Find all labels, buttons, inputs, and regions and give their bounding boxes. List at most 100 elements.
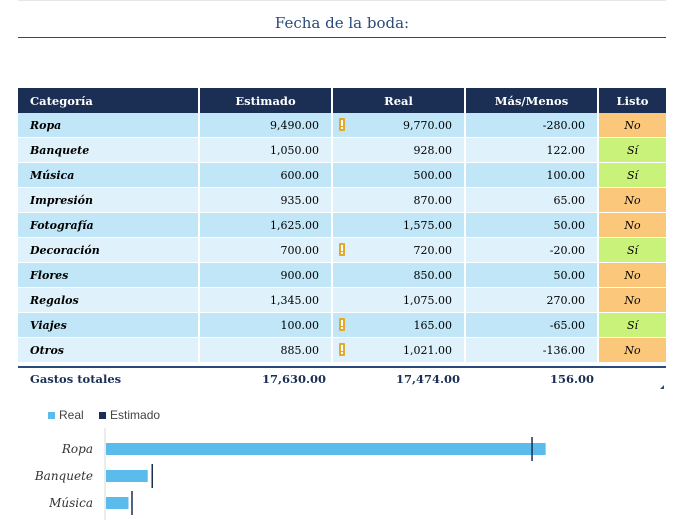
cell-estimado[interactable]: 935.00: [199, 187, 333, 213]
cell-categoria[interactable]: Ropa: [18, 113, 200, 138]
cell-categoria[interactable]: Regalos: [18, 287, 200, 313]
cell-listo[interactable]: No: [598, 187, 666, 213]
cell-real[interactable]: 1,575.00: [332, 212, 466, 238]
column-header-estimado[interactable]: Estimado: [199, 88, 333, 113]
column-header-mas-menos[interactable]: Más/Menos: [465, 88, 599, 113]
cell-listo-text: No: [624, 193, 641, 207]
cell-listo-text: No: [624, 118, 641, 132]
cell-real[interactable]: 1,075.00: [332, 287, 466, 313]
bar-real[interactable]: [106, 443, 546, 455]
cell-estimado[interactable]: 1,625.00: [199, 212, 333, 238]
cell-real[interactable]: 500.00: [332, 162, 466, 188]
cell-listo[interactable]: No: [598, 113, 666, 138]
cell-mas-menos[interactable]: 100.00: [465, 162, 599, 188]
cell-listo[interactable]: No: [598, 287, 666, 313]
cell-mas-menos[interactable]: -20.00: [465, 237, 599, 263]
cell-listo-text: No: [624, 293, 641, 307]
cell-estimado-text: 900.00: [280, 268, 320, 282]
cell-mas-menos[interactable]: 50.00: [465, 262, 599, 288]
totals-label[interactable]: Gastos totales: [30, 372, 122, 386]
cell-estimado[interactable]: 900.00: [199, 262, 333, 288]
cell-mas-menos[interactable]: -136.00: [465, 337, 599, 363]
cell-estimado[interactable]: 885.00: [199, 337, 333, 363]
column-header-real[interactable]: Real: [332, 88, 466, 113]
cell-listo[interactable]: No: [598, 262, 666, 288]
totals-mas-menos[interactable]: 156.00: [549, 372, 594, 386]
cell-real[interactable]: 928.00: [332, 137, 466, 163]
cell-real-text: 928.00: [413, 143, 453, 157]
cell-estimado[interactable]: 100.00: [199, 312, 333, 338]
totals-estimado[interactable]: 17,630.00: [261, 372, 326, 386]
wedding-date-label[interactable]: Fecha de la boda:: [274, 14, 410, 32]
totals-row: Gastos totales 17,630.00 17,474.00 156.0…: [18, 366, 666, 392]
cell-mas-menos-text: 122.00: [546, 143, 586, 157]
cell-mas-menos[interactable]: 270.00: [465, 287, 599, 313]
totals-real[interactable]: 17,474.00: [395, 372, 460, 386]
wedding-date-underline: [18, 37, 666, 38]
cell-estimado[interactable]: 700.00: [199, 237, 333, 263]
cell-categoria-text: Impresión: [30, 193, 93, 207]
cell-real[interactable]: 870.00: [332, 187, 466, 213]
cell-estimado-text: 885.00: [280, 343, 320, 357]
cell-categoria[interactable]: Impresión: [18, 187, 200, 213]
table-row: Decoración 700.00 720.00 -20.00 Sí: [18, 237, 666, 263]
cell-mas-menos[interactable]: 50.00: [465, 212, 599, 238]
cell-categoria[interactable]: Flores: [18, 262, 200, 288]
cell-mas-menos-text: -280.00: [542, 118, 585, 132]
column-header-listo[interactable]: Listo: [598, 88, 666, 113]
chart-legend: Real Estimado: [48, 408, 172, 422]
cell-mas-menos[interactable]: 65.00: [465, 187, 599, 213]
budget-bar-chart: Ropa Banquete Música: [34, 428, 546, 520]
legend-label-estimado: Estimado: [110, 408, 161, 422]
bar-real[interactable]: [106, 470, 148, 482]
cell-listo[interactable]: Sí: [598, 137, 666, 163]
cell-real[interactable]: 1,021.00: [332, 337, 466, 363]
cell-categoria[interactable]: Otros: [18, 337, 200, 363]
legend-swatch-estimado: [99, 412, 107, 419]
chart-category-label: Banquete: [34, 469, 93, 483]
cell-categoria[interactable]: Música: [18, 162, 200, 188]
cell-real-text: 850.00: [413, 268, 453, 282]
cell-estimado[interactable]: 1,050.00: [199, 137, 333, 163]
cell-categoria[interactable]: Viajes: [18, 312, 200, 338]
table-row: Regalos 1,345.00 1,075.00 270.00 No: [18, 287, 666, 313]
cell-estimado[interactable]: 1,345.00: [199, 287, 333, 313]
budget-table: Categoría Estimado Real Más/Menos Listo …: [18, 88, 666, 363]
cell-estimado[interactable]: 9,490.00: [199, 113, 333, 138]
cell-real-text: 9,770.00: [403, 118, 452, 132]
cell-real-text: 500.00: [413, 168, 453, 182]
cell-listo[interactable]: Sí: [598, 237, 666, 263]
cell-mas-menos[interactable]: -280.00: [465, 113, 599, 138]
cell-real[interactable]: 720.00: [332, 237, 466, 263]
cell-categoria[interactable]: Banquete: [18, 137, 200, 163]
cell-listo[interactable]: No: [598, 337, 666, 363]
cell-mas-menos[interactable]: 122.00: [465, 137, 599, 163]
cell-listo[interactable]: No: [598, 212, 666, 238]
warning-icon: [339, 343, 345, 356]
table-row: Música 600.00 500.00 100.00 Sí: [18, 162, 666, 188]
cell-listo[interactable]: Sí: [598, 312, 666, 338]
table-row: Otros 885.00 1,021.00 -136.00 No: [18, 337, 666, 363]
legend-item-estimado: Estimado: [99, 408, 160, 422]
legend-swatch-real: [48, 412, 55, 419]
table-resize-handle[interactable]: [660, 385, 664, 389]
cell-real[interactable]: 165.00: [332, 312, 466, 338]
cell-estimado-text: 935.00: [280, 193, 320, 207]
table-row: Ropa 9,490.00 9,770.00 -280.00 No: [18, 113, 666, 138]
bar-real[interactable]: [106, 497, 129, 509]
cell-listo[interactable]: Sí: [598, 162, 666, 188]
warning-icon: [339, 318, 345, 331]
cell-estimado-text: 1,345.00: [270, 293, 319, 307]
cell-mas-menos[interactable]: -65.00: [465, 312, 599, 338]
cell-real[interactable]: 850.00: [332, 262, 466, 288]
cell-real[interactable]: 9,770.00: [332, 113, 466, 138]
cell-categoria[interactable]: Fotografía: [18, 212, 200, 238]
table-row: Banquete 1,050.00 928.00 122.00 Sí: [18, 137, 666, 163]
warning-icon: [339, 118, 345, 131]
column-header-categoria[interactable]: Categoría: [18, 88, 200, 113]
table-row: Impresión 935.00 870.00 65.00 No: [18, 187, 666, 213]
cell-estimado[interactable]: 600.00: [199, 162, 333, 188]
chart-category-label: Música: [48, 496, 93, 510]
cell-listo-text: No: [624, 343, 641, 357]
cell-categoria[interactable]: Decoración: [18, 237, 200, 263]
